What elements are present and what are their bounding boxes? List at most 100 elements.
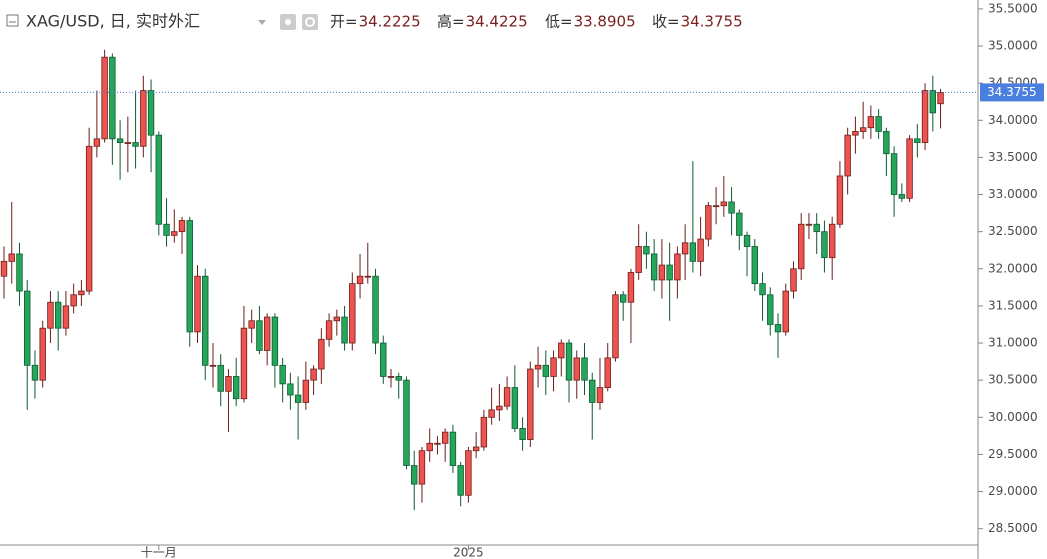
candle-body <box>395 376 402 381</box>
candle-body <box>921 90 929 143</box>
candle-body <box>217 364 224 392</box>
candle-body <box>356 275 364 285</box>
y-tick-label: 35.0000 <box>988 39 1038 53</box>
candle-body <box>39 327 46 381</box>
candle-body <box>573 357 580 381</box>
candle-body <box>596 387 604 403</box>
candle-body <box>805 223 813 226</box>
candle-body <box>488 409 495 418</box>
candle-body <box>302 379 310 403</box>
candle-body <box>712 205 720 208</box>
candle-body <box>743 234 751 247</box>
candle-body <box>519 428 526 440</box>
candle-body <box>581 357 588 381</box>
candle-body <box>349 283 356 344</box>
candle-body <box>109 56 116 140</box>
candle-body <box>78 290 85 296</box>
candle-body <box>736 212 743 236</box>
candle-body <box>465 450 472 496</box>
candle-body <box>232 376 240 400</box>
candle-body <box>534 364 542 370</box>
candle-body <box>828 223 836 259</box>
candle-body <box>449 431 457 466</box>
ohlc-label: 低= <box>545 13 573 31</box>
candle-body <box>867 116 875 129</box>
candle-body <box>666 264 673 281</box>
candle-body <box>341 316 348 344</box>
candle-body <box>62 305 70 329</box>
y-tick-label: 31.0000 <box>988 336 1038 350</box>
candle-body <box>875 116 882 132</box>
candle-body <box>441 431 449 444</box>
candle-body <box>751 246 758 285</box>
price-label-box <box>980 83 1044 102</box>
ohlc-value: 33.8905 <box>574 13 636 31</box>
candle-body <box>480 416 488 448</box>
candle-body <box>124 142 132 144</box>
candle-body <box>171 231 178 236</box>
candle-body <box>798 223 805 270</box>
candle-body <box>325 320 333 340</box>
y-tick-label: 32.0000 <box>988 261 1038 275</box>
candle-body <box>705 205 712 240</box>
candle-body <box>178 220 186 233</box>
candle-body <box>898 194 906 199</box>
settings-icon[interactable] <box>302 14 318 30</box>
candle-body <box>658 264 666 281</box>
candle-body <box>24 290 31 366</box>
candle-body <box>859 127 867 132</box>
candle-body <box>697 238 704 262</box>
candle-body <box>457 465 464 496</box>
candle-body <box>635 246 642 273</box>
candle-body <box>279 364 286 385</box>
candle-body <box>472 446 480 452</box>
candle-body <box>844 134 851 177</box>
candle-body <box>496 405 503 411</box>
ohlc-value: 34.2225 <box>359 13 421 31</box>
candle-body <box>116 138 124 143</box>
candle-body <box>643 246 650 255</box>
candle-body <box>782 290 789 333</box>
y-tick-label: 30.5000 <box>988 373 1038 387</box>
candle-body <box>85 145 93 292</box>
ohlc-label: 收= <box>652 13 680 31</box>
candle-body <box>674 253 681 281</box>
candle-body <box>759 283 766 296</box>
candle-body <box>101 56 108 140</box>
candle-body <box>256 320 263 351</box>
candle-body <box>681 242 689 255</box>
candle-body <box>890 153 898 195</box>
candle-body <box>155 134 162 225</box>
ohlc-value: 34.4225 <box>466 13 528 31</box>
x-tick-label: 十一月 <box>141 546 177 559</box>
candle-body <box>542 364 549 377</box>
candle-body <box>372 275 379 344</box>
y-tick-label: 32.5000 <box>988 224 1038 238</box>
candle-body <box>852 131 859 136</box>
candle-body <box>310 368 317 381</box>
y-tick-label: 31.5000 <box>988 298 1038 312</box>
ohlc-label: 开= <box>330 13 358 31</box>
candle-body <box>813 223 820 233</box>
candle-body <box>650 253 658 281</box>
candle-body <box>720 201 728 207</box>
candle-body <box>16 253 23 292</box>
candle-body <box>418 450 426 485</box>
candle-body <box>550 357 557 377</box>
candle-body <box>728 201 735 214</box>
candle-body <box>411 465 418 485</box>
candle-body <box>31 364 39 381</box>
candle-body <box>287 383 294 396</box>
dropdown-arrow[interactable] <box>258 20 266 25</box>
candle-body <box>836 175 844 225</box>
candle-body <box>387 376 395 378</box>
candle-body <box>47 301 54 329</box>
candle-body <box>627 272 635 303</box>
candle-body <box>380 342 387 377</box>
collapse-icon[interactable] <box>6 14 19 27</box>
candle-body <box>202 275 209 366</box>
candle-body <box>914 138 921 143</box>
candle-body <box>263 316 271 351</box>
candle-body <box>937 92 944 105</box>
x-tick-label: 2025 <box>453 546 484 559</box>
